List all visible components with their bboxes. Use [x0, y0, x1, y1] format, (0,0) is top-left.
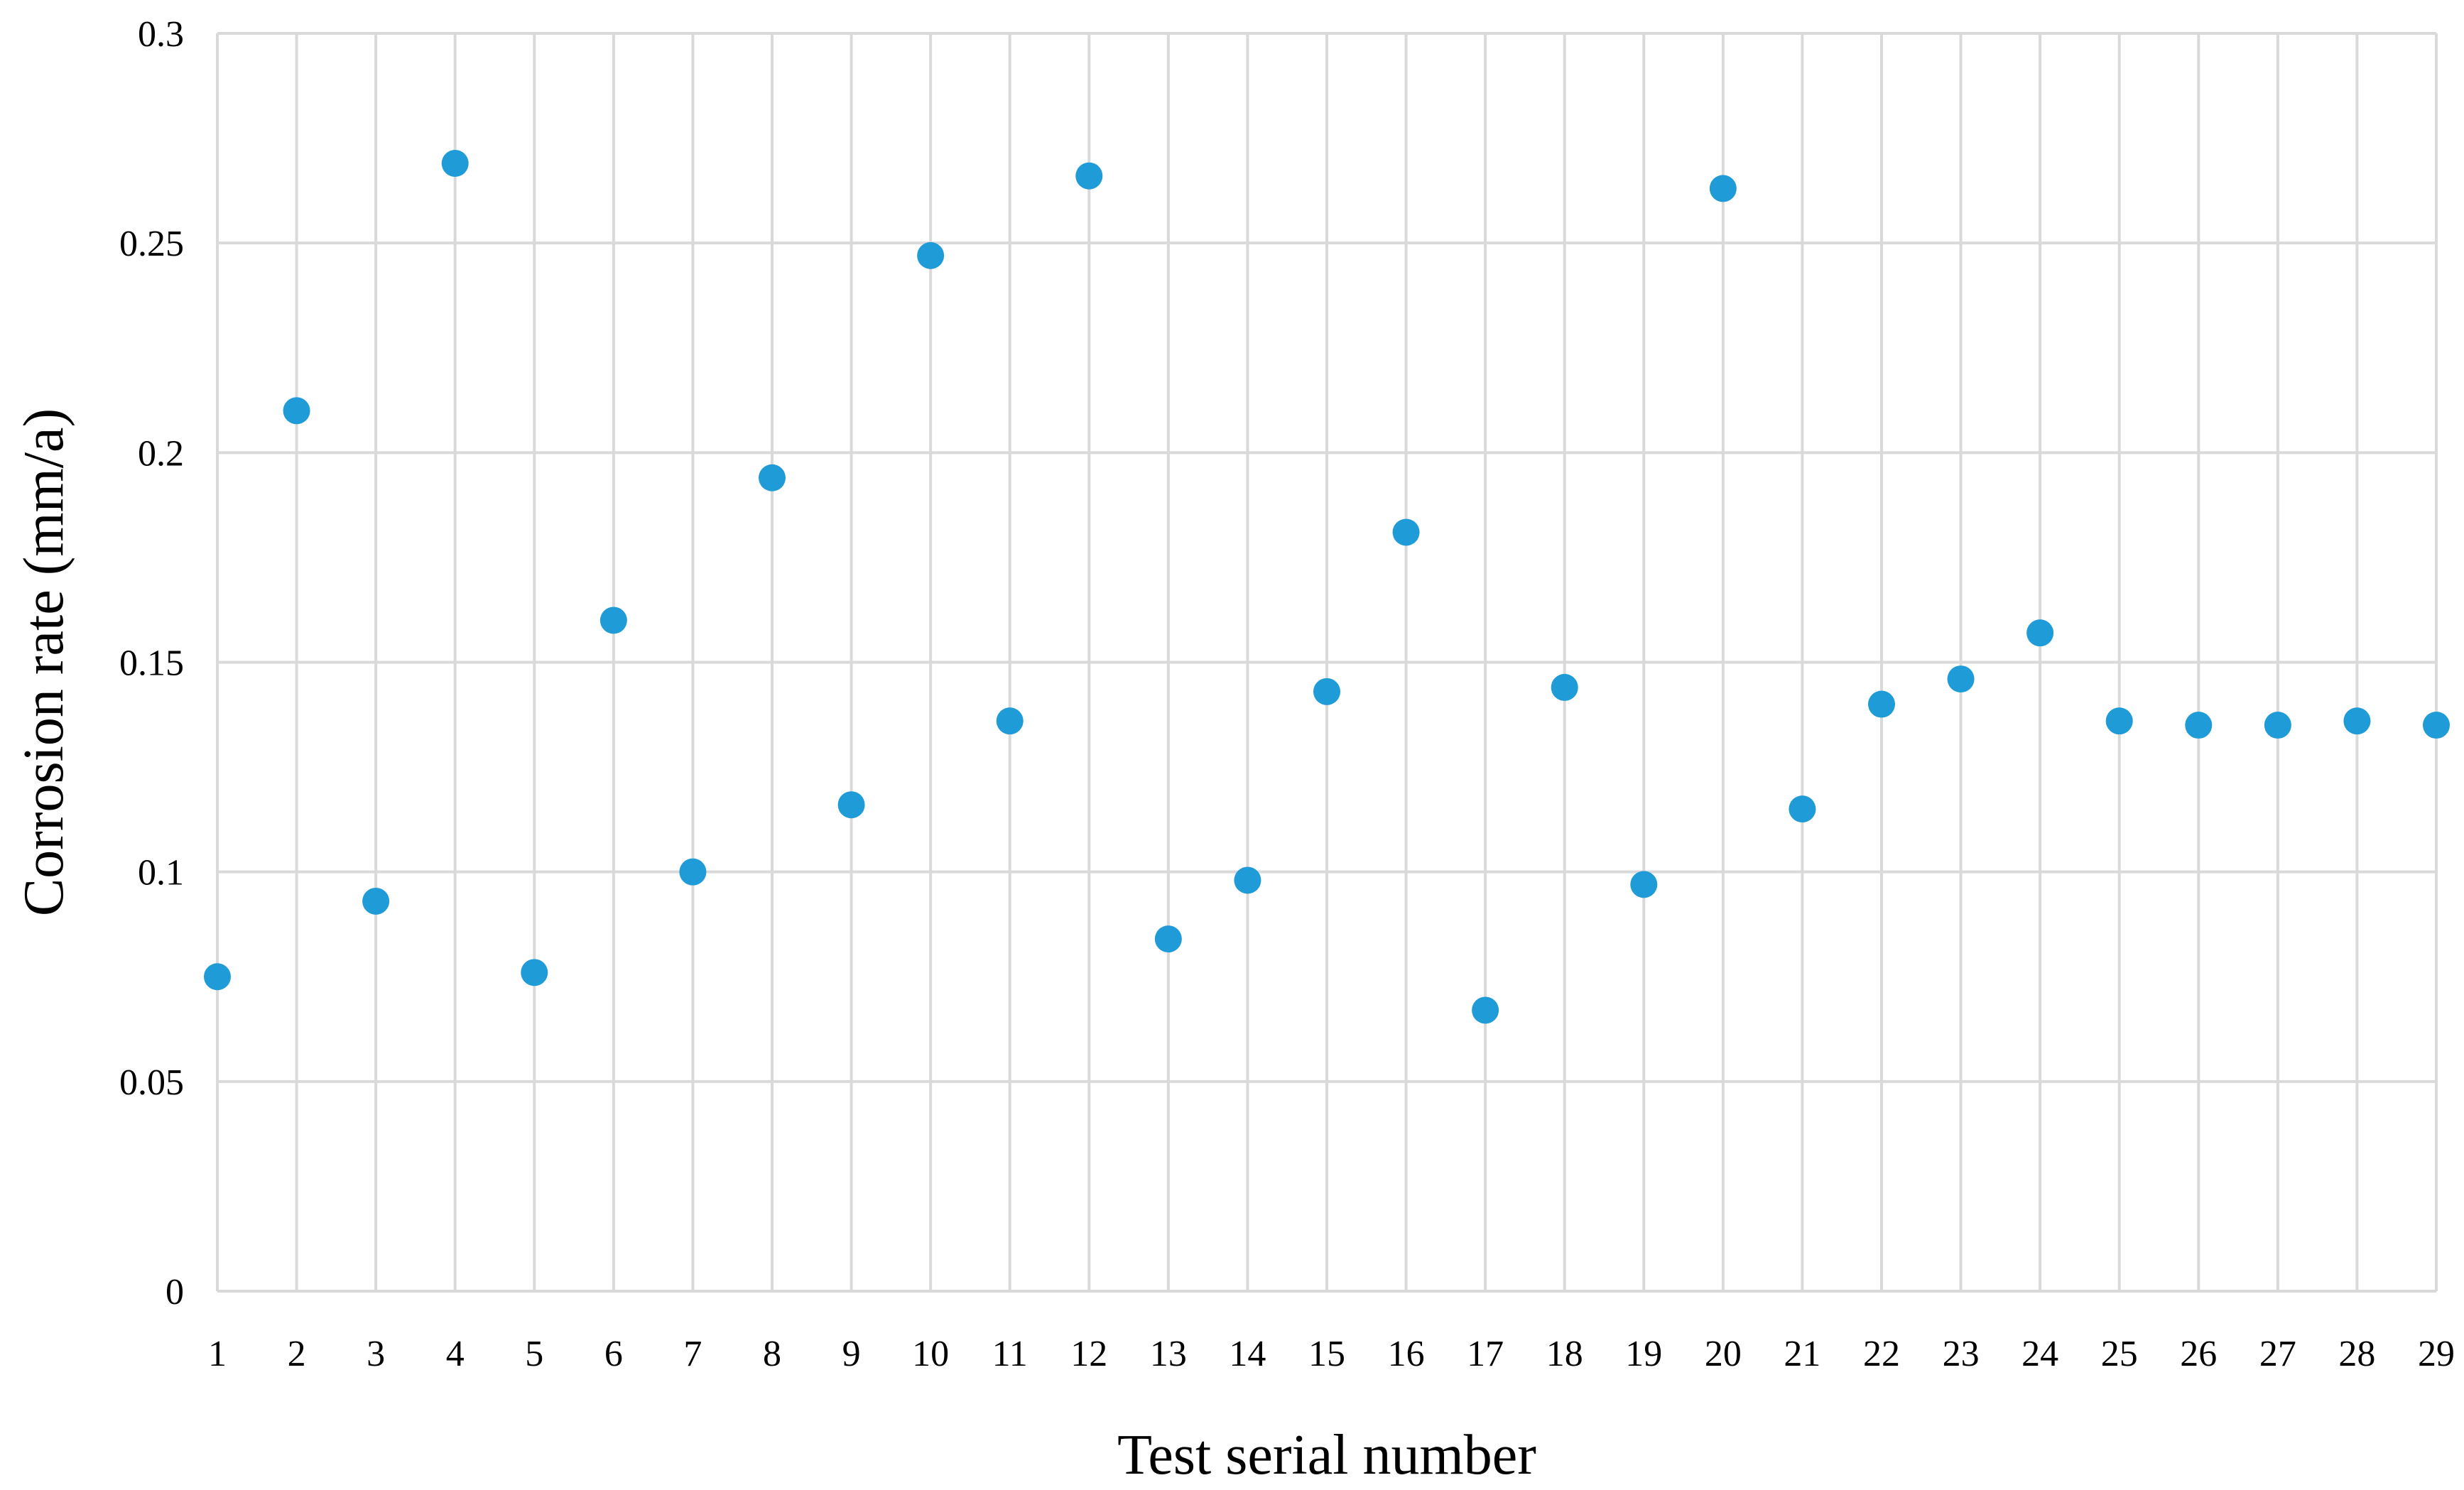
- x-tick-label: 17: [1467, 1334, 1504, 1374]
- data-point: [1154, 925, 1182, 953]
- data-point: [1313, 678, 1340, 705]
- x-tick-label: 26: [2180, 1334, 2217, 1374]
- data-point: [2423, 712, 2450, 739]
- x-tick-label: 14: [1229, 1334, 1266, 1374]
- x-tick-label: 23: [1943, 1334, 1980, 1374]
- data-point: [521, 959, 548, 986]
- y-tick-label: 0: [165, 1272, 184, 1312]
- x-axis-title: Test serial number: [1117, 1424, 1536, 1486]
- data-point: [1075, 162, 1103, 190]
- data-point: [2185, 712, 2213, 739]
- data-point: [917, 241, 945, 269]
- data-point: [2105, 707, 2133, 735]
- x-tick-label: 27: [2259, 1334, 2296, 1374]
- x-tick-label: 19: [1625, 1334, 1662, 1374]
- x-tick-label: 25: [2101, 1334, 2138, 1374]
- x-tick-label: 28: [2338, 1334, 2375, 1374]
- x-tick-label: 29: [2418, 1334, 2455, 1374]
- x-tick-label: 6: [604, 1334, 623, 1374]
- grid-lines: [216, 32, 2438, 1293]
- x-tick-label: 21: [1784, 1334, 1820, 1374]
- x-tick-label: 2: [288, 1334, 306, 1374]
- data-point: [1789, 795, 1816, 823]
- x-axis-tick-labels: 1 2 3 4 5 6 7 8 9 10 11 12 13 14 15 16 17 18 19 20 21 22 23 24 2…: [208, 1334, 2455, 1374]
- x-tick-label: 7: [683, 1334, 702, 1374]
- y-tick-label: 0.3: [138, 14, 184, 55]
- x-tick-label: 22: [1863, 1334, 1900, 1374]
- x-tick-label: 16: [1388, 1334, 1425, 1374]
- data-point: [283, 397, 310, 425]
- x-tick-label: 18: [1546, 1334, 1583, 1374]
- data-point: [441, 150, 469, 178]
- y-tick-label: 0.25: [119, 224, 184, 264]
- data-point: [2343, 707, 2371, 735]
- x-tick-label: 3: [367, 1334, 385, 1374]
- x-tick-label: 12: [1070, 1334, 1107, 1374]
- data-point: [1868, 690, 1895, 718]
- y-axis-tick-labels: 0 0.05 0.1 0.15 0.2 0.25 0.3: [119, 14, 184, 1312]
- data-point: [1709, 175, 1737, 202]
- y-axis-title: Corrosion rate (mm/a): [13, 408, 75, 916]
- data-point: [996, 707, 1024, 735]
- data-point: [1947, 665, 1975, 693]
- data-point: [1472, 996, 1499, 1024]
- x-tick-label: 11: [992, 1334, 1028, 1374]
- data-point: [599, 607, 627, 634]
- data-point: [1551, 673, 1578, 701]
- y-tick-label: 0.15: [119, 643, 184, 684]
- x-tick-label: 20: [1705, 1334, 1742, 1374]
- x-tick-label: 15: [1308, 1334, 1345, 1374]
- x-tick-label: 8: [763, 1334, 781, 1374]
- data-point: [2026, 619, 2054, 647]
- x-tick-label: 9: [842, 1334, 861, 1374]
- data-point: [204, 963, 231, 991]
- y-tick-label: 0.05: [119, 1062, 184, 1103]
- data-point: [759, 464, 786, 491]
- data-point: [679, 858, 707, 886]
- y-tick-label: 0.2: [138, 433, 184, 474]
- x-tick-label: 10: [912, 1334, 949, 1374]
- data-point: [2264, 712, 2291, 739]
- data-point: [1630, 871, 1658, 898]
- x-tick-label: 5: [525, 1334, 543, 1374]
- x-tick-label: 1: [208, 1334, 227, 1374]
- data-point: [362, 887, 390, 915]
- data-point: [1392, 518, 1420, 546]
- data-point: [1234, 866, 1261, 894]
- x-tick-label: 24: [2021, 1334, 2058, 1374]
- data-points: [204, 150, 2450, 1024]
- x-tick-label: 4: [446, 1334, 465, 1374]
- x-tick-label: 13: [1150, 1334, 1187, 1374]
- data-point: [837, 791, 865, 819]
- y-tick-label: 0.1: [138, 853, 184, 893]
